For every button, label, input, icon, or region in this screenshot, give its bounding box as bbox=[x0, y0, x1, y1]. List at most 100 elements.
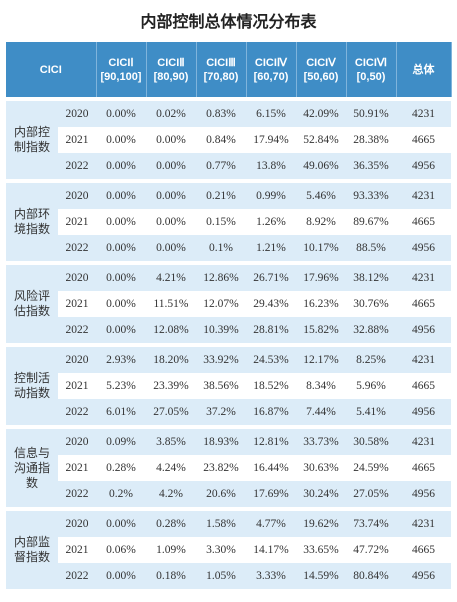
year-cell: 2020 bbox=[58, 343, 96, 373]
value-cell: 15.82% bbox=[296, 317, 346, 345]
value-cell: 4231 bbox=[396, 261, 451, 291]
year-cell: 2022 bbox=[58, 481, 96, 509]
value-cell: 52.84% bbox=[296, 127, 346, 153]
value-cell: 36.35% bbox=[346, 153, 396, 181]
value-cell: 17.94% bbox=[246, 127, 296, 153]
value-cell: 27.05% bbox=[346, 481, 396, 509]
group-label: 控制活动指数 bbox=[6, 343, 58, 427]
table-row: 2022 0.00% 0.00% 0.1% 1.21% 10.17% 88.5% 4956 bbox=[6, 235, 451, 263]
year-cell: 2020 bbox=[58, 179, 96, 209]
value-cell: 30.63% bbox=[296, 455, 346, 481]
value-cell: 16.44% bbox=[246, 455, 296, 481]
value-cell: 1.05% bbox=[196, 563, 246, 589]
table-row: 2022 0.2% 4.2% 20.6% 17.69% 30.24% 27.05% 4956 bbox=[6, 481, 451, 509]
group-label: 信息与沟通指数 bbox=[6, 425, 58, 509]
column-range: [60,70) bbox=[253, 70, 289, 83]
value-cell: 10.39% bbox=[196, 317, 246, 345]
value-cell: 10.17% bbox=[296, 235, 346, 263]
value-cell: 12.86% bbox=[196, 261, 246, 291]
table-row: 2022 6.01% 27.05% 37.2% 16.87% 7.44% 5.41% 4956 bbox=[6, 399, 451, 427]
year-cell: 2020 bbox=[58, 261, 96, 291]
table-row: 风险评估指数 2020 0.00% 4.21% 12.86% 26.71% 17.96% 38… bbox=[6, 261, 451, 345]
value-cell: 4956 bbox=[396, 317, 451, 345]
column-range: [0,50) bbox=[356, 70, 386, 83]
table-row: 2022 0.00% 12.08% 10.39% 28.81% 15.82% 32.88% 4… bbox=[6, 317, 451, 345]
value-cell: 88.5% bbox=[346, 235, 396, 263]
value-cell: 0.15% bbox=[196, 209, 246, 235]
value-cell: 23.82% bbox=[196, 455, 246, 481]
value-cell: 12.08% bbox=[146, 317, 196, 345]
column-name: CICIⅡ bbox=[157, 56, 185, 69]
value-cell: 5.96% bbox=[346, 373, 396, 399]
value-cell: 49.06% bbox=[296, 153, 346, 181]
year-cell: 2020 bbox=[58, 97, 96, 127]
value-cell: 3.30% bbox=[196, 537, 246, 563]
value-cell: 14.59% bbox=[296, 563, 346, 589]
value-cell: 12.07% bbox=[196, 291, 246, 317]
value-cell: 17.96% bbox=[296, 261, 346, 291]
value-cell: 0.18% bbox=[146, 563, 196, 589]
value-cell: 4665 bbox=[396, 373, 451, 399]
value-cell: 8.34% bbox=[296, 373, 346, 399]
value-cell: 89.67% bbox=[346, 209, 396, 235]
value-cell: 5.46% bbox=[296, 179, 346, 209]
year-cell: 2022 bbox=[58, 317, 96, 345]
value-cell: 0.09% bbox=[96, 425, 146, 455]
value-cell: 5.23% bbox=[96, 373, 146, 399]
value-cell: 0.00% bbox=[146, 235, 196, 263]
value-cell: 6.15% bbox=[246, 97, 296, 127]
value-cell: 28.81% bbox=[246, 317, 296, 345]
value-cell: 30.58% bbox=[346, 425, 396, 455]
value-cell: 0.00% bbox=[96, 563, 146, 589]
value-cell: 0.00% bbox=[146, 153, 196, 181]
year-cell: 2022 bbox=[58, 153, 96, 181]
value-cell: 4956 bbox=[396, 563, 451, 589]
value-cell: 4231 bbox=[396, 425, 451, 455]
value-cell: 13.8% bbox=[246, 153, 296, 181]
value-cell: 30.24% bbox=[296, 481, 346, 509]
column-name: CICIⅥ bbox=[354, 56, 388, 69]
table-body: 内部控制指数 2020 0.00% 0.02% 0.83% 6.15% 42.09% 50.9… bbox=[6, 97, 451, 589]
table-row: 2021 0.00% 11.51% 12.07% 29.43% 16.23% 30.76% 4… bbox=[6, 291, 451, 317]
value-cell: 0.2% bbox=[96, 481, 146, 509]
value-cell: 0.00% bbox=[96, 235, 146, 263]
group-label: 内部监督指数 bbox=[6, 507, 58, 589]
value-cell: 14.17% bbox=[246, 537, 296, 563]
table-row: 信息与沟通指数 2020 0.09% 3.85% 18.93% 12.81% 33.73% 3… bbox=[6, 425, 451, 509]
value-cell: 4665 bbox=[396, 537, 451, 563]
value-cell: 18.93% bbox=[196, 425, 246, 455]
value-cell: 0.00% bbox=[96, 179, 146, 209]
table-row: 2021 5.23% 23.39% 38.56% 18.52% 8.34% 5.96% 466… bbox=[6, 373, 451, 399]
value-cell: 0.21% bbox=[196, 179, 246, 209]
distribution-table: CICI CICIⅠ [90,100] CICIⅡ [80,90) CICIⅢ [70,80… bbox=[6, 42, 452, 589]
value-cell: 26.71% bbox=[246, 261, 296, 291]
value-cell: 8.92% bbox=[296, 209, 346, 235]
table-row: 内部监督指数 2020 0.00% 0.28% 1.58% 4.77% 19.62% 73.7… bbox=[6, 507, 451, 589]
value-cell: 0.28% bbox=[146, 507, 196, 537]
header-cell: CICIⅢ [70,80) bbox=[196, 42, 247, 99]
header-cell: CICIⅣ [60,70) bbox=[246, 42, 297, 99]
table-row: 2021 0.06% 1.09% 3.30% 14.17% 33.65% 47.72% 466… bbox=[6, 537, 451, 563]
value-cell: 5.41% bbox=[346, 399, 396, 427]
table-row: 控制活动指数 2020 2.93% 18.20% 33.92% 24.53% 12.17% 8… bbox=[6, 343, 451, 427]
value-cell: 0.00% bbox=[146, 127, 196, 153]
value-cell: 2.93% bbox=[96, 343, 146, 373]
column-range: [50,60) bbox=[303, 70, 339, 83]
header-row: CICI CICIⅠ [90,100] CICIⅡ [80,90) CICIⅢ [70,80… bbox=[6, 42, 452, 99]
column-range: [70,80) bbox=[203, 70, 239, 83]
year-cell: 2021 bbox=[58, 537, 96, 563]
value-cell: 1.21% bbox=[246, 235, 296, 263]
header-cell: CICIⅥ [0,50) bbox=[346, 42, 397, 99]
value-cell: 12.17% bbox=[296, 343, 346, 373]
value-cell: 0.00% bbox=[96, 209, 146, 235]
value-cell: 4665 bbox=[396, 455, 451, 481]
year-cell: 2020 bbox=[58, 425, 96, 455]
value-cell: 32.88% bbox=[346, 317, 396, 345]
table-row: 2021 0.00% 0.00% 0.15% 1.26% 8.92% 89.67% 4665 bbox=[6, 209, 451, 235]
value-cell: 0.02% bbox=[146, 97, 196, 127]
value-cell: 8.25% bbox=[346, 343, 396, 373]
value-cell: 16.23% bbox=[296, 291, 346, 317]
value-cell: 11.51% bbox=[146, 291, 196, 317]
value-cell: 20.6% bbox=[196, 481, 246, 509]
year-cell: 2021 bbox=[58, 373, 96, 399]
